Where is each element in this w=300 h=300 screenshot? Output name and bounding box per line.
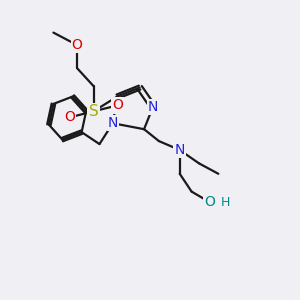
Text: O: O (64, 110, 75, 124)
Text: O: O (112, 98, 123, 112)
Text: O: O (204, 195, 215, 209)
Text: S: S (89, 104, 98, 119)
Text: N: N (108, 116, 118, 130)
Text: N: N (175, 143, 185, 157)
Text: O: O (72, 38, 83, 52)
Text: N: N (148, 100, 158, 114)
Text: H: H (221, 196, 230, 208)
